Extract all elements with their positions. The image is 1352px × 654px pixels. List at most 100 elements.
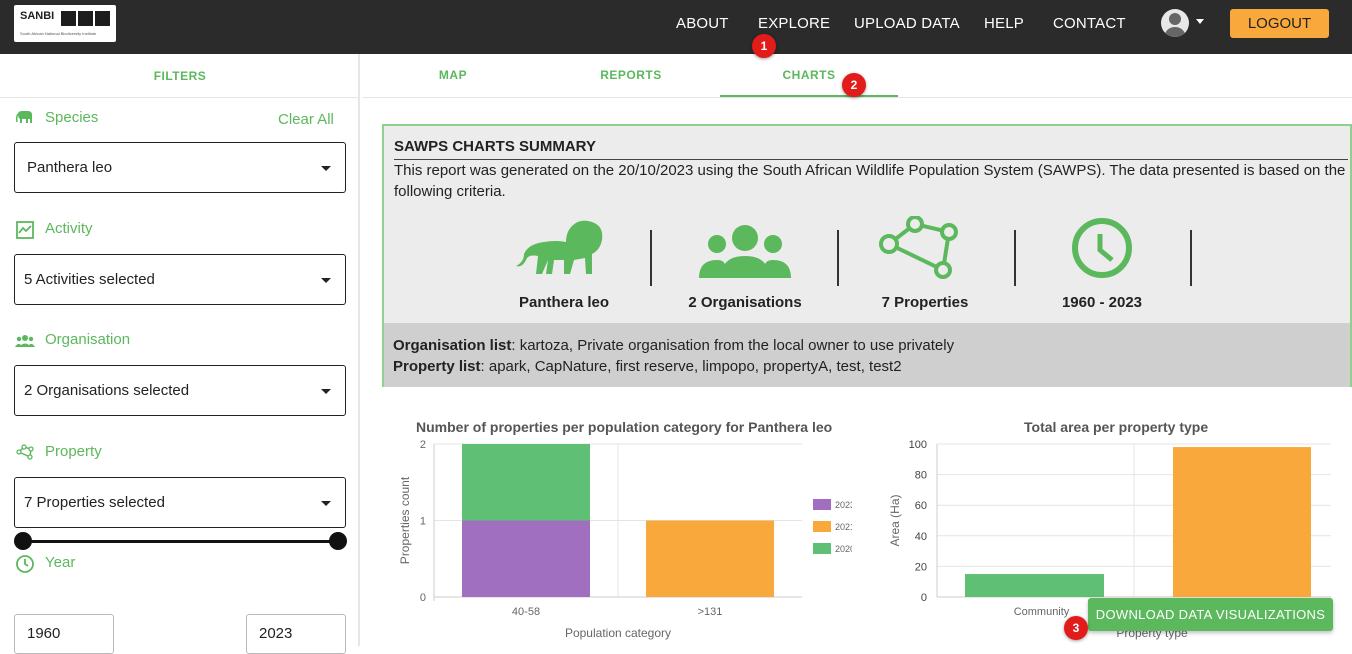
tab-reports[interactable]: REPORTS — [600, 68, 662, 82]
y-tick-label: 80 — [915, 470, 927, 482]
y-axis-label: Properties count — [398, 476, 412, 564]
property-polygon-icon — [879, 216, 958, 279]
logo-text: SANBI — [20, 10, 55, 22]
year-label: Year — [45, 554, 76, 571]
bar — [965, 574, 1104, 597]
organisation-list-label: Organisation list — [393, 337, 512, 354]
stat-organisations-label: 2 Organisations — [688, 294, 802, 311]
stat-divider — [837, 230, 839, 286]
year-from-input[interactable]: 1960 — [14, 614, 114, 654]
chart2-title: Total area per property type — [1024, 419, 1209, 435]
activity-select-value: 5 Activities selected — [24, 271, 155, 288]
legend-label: 2023 — [835, 500, 852, 510]
logo-subtitle: South African National Biodiversity Inst… — [20, 31, 97, 36]
legend-swatch — [813, 543, 831, 554]
tab-charts[interactable]: CHARTS — [782, 68, 836, 82]
property-list-row: Property list: apark, CapNature, first r… — [393, 356, 1341, 377]
y-tick-label: 60 — [915, 500, 927, 512]
y-tick-label: 0 — [921, 592, 927, 604]
main-tabs: MAP REPORTS CHARTS — [362, 54, 1352, 98]
population-category-chart: 0 1 2 40-58 >131 Population category Propertie… — [398, 439, 852, 640]
activity-select[interactable]: 5 Activities selected — [14, 254, 346, 305]
nav-about[interactable]: ABOUT — [676, 15, 729, 32]
bar-2020 — [462, 444, 590, 521]
nav-explore[interactable]: EXPLORE — [758, 15, 831, 32]
logo-tiles — [61, 11, 110, 26]
legend-label: 2020 — [835, 544, 852, 554]
annotation-marker-3: 3 — [1064, 616, 1088, 640]
property-label: Property — [45, 443, 102, 460]
download-data-visualizations-button[interactable]: DOWNLOAD DATA VISUALIZATIONS — [1088, 598, 1333, 631]
y-tick-label: 0 — [420, 592, 426, 604]
species-select[interactable]: Panthera leo — [14, 142, 346, 193]
stat-years-label: 1960 - 2023 — [1061, 294, 1143, 311]
species-label: Species — [45, 109, 99, 126]
user-menu-chevron-down-icon[interactable] — [1196, 19, 1204, 24]
property-list-value: : apark, CapNature, first reserve, limpo… — [480, 358, 902, 375]
organisation-select[interactable]: 2 Organisations selected — [14, 365, 346, 416]
y-tick-label: 2 — [420, 439, 426, 451]
elephant-icon — [15, 111, 32, 123]
y-axis-label: Area (Ha) — [888, 494, 902, 546]
y-tick-label: 40 — [915, 531, 927, 543]
tab-filters[interactable]: FILTERS — [0, 54, 360, 98]
lion-icon — [516, 220, 603, 274]
summary-title: SAWPS CHARTS SUMMARY — [394, 138, 1348, 160]
chevron-down-icon — [321, 501, 331, 506]
nav-help[interactable]: HELP — [984, 15, 1024, 32]
criteria-lists: Organisation list: kartoza, Private orga… — [384, 323, 1350, 387]
filters-sidebar: FILTERS Species Clear All Panthera leo A… — [0, 54, 360, 646]
active-tab-indicator — [720, 95, 898, 97]
stat-divider — [1190, 230, 1192, 286]
bar-2021 — [646, 520, 774, 597]
x-tick-label: >131 — [698, 606, 723, 618]
activity-chart-icon — [16, 221, 34, 239]
stat-divider — [650, 230, 652, 286]
group-icon — [15, 335, 35, 347]
chevron-down-icon — [321, 166, 331, 171]
species-select-value: Panthera leo — [27, 159, 113, 176]
y-tick-label: 20 — [915, 561, 927, 573]
x-tick-label: Community — [1014, 606, 1070, 618]
bar — [1173, 447, 1311, 597]
tab-map[interactable]: MAP — [438, 68, 468, 82]
year-range-slider[interactable] — [22, 540, 338, 543]
bar-2023 — [462, 520, 590, 597]
legend-label: 2021 — [835, 522, 852, 532]
organisation-list-value: : kartoza, Private organisation from the… — [511, 337, 955, 354]
organisation-label: Organisation — [45, 331, 131, 348]
property-list-label: Property list — [393, 358, 481, 375]
clock-icon — [16, 555, 34, 573]
organisation-select-value: 2 Organisations selected — [24, 382, 190, 399]
year-slider-start-handle[interactable] — [14, 532, 32, 550]
legend-swatch — [813, 499, 831, 510]
logout-button[interactable]: LOGOUT — [1230, 9, 1329, 38]
property-polygon-icon — [16, 444, 34, 460]
property-select-value: 7 Properties selected — [24, 494, 165, 511]
user-avatar-icon[interactable] — [1161, 9, 1189, 37]
year-to-input[interactable]: 2023 — [246, 614, 346, 654]
property-select[interactable]: 7 Properties selected — [14, 477, 346, 528]
legend-swatch — [813, 521, 831, 532]
stat-divider — [1014, 230, 1016, 286]
group-icon — [699, 225, 791, 278]
y-tick-label: 100 — [909, 439, 927, 451]
year-slider-end-handle[interactable] — [329, 532, 347, 550]
sanbi-logo[interactable]: SANBI South African National Biodiversit… — [14, 5, 116, 42]
chevron-down-icon — [321, 278, 331, 283]
organisation-list-row: Organisation list: kartoza, Private orga… — [393, 335, 1341, 356]
chart1-title: Number of properties per population cate… — [416, 419, 833, 435]
annotation-marker-2: 2 — [842, 73, 866, 97]
stat-properties-label: 7 Properties — [881, 294, 969, 311]
clear-all-link[interactable]: Clear All — [278, 111, 334, 128]
clock-icon — [1072, 218, 1132, 278]
annotation-marker-1: 1 — [752, 34, 776, 58]
chevron-down-icon — [321, 389, 331, 394]
nav-contact[interactable]: CONTACT — [1053, 15, 1126, 32]
stat-species-label: Panthera leo — [518, 294, 610, 311]
activity-label: Activity — [45, 220, 93, 237]
nav-upload-data[interactable]: UPLOAD DATA — [854, 15, 960, 32]
summary-description: This report was generated on the 20/10/2… — [394, 162, 1346, 200]
x-tick-label: 40-58 — [512, 606, 540, 618]
